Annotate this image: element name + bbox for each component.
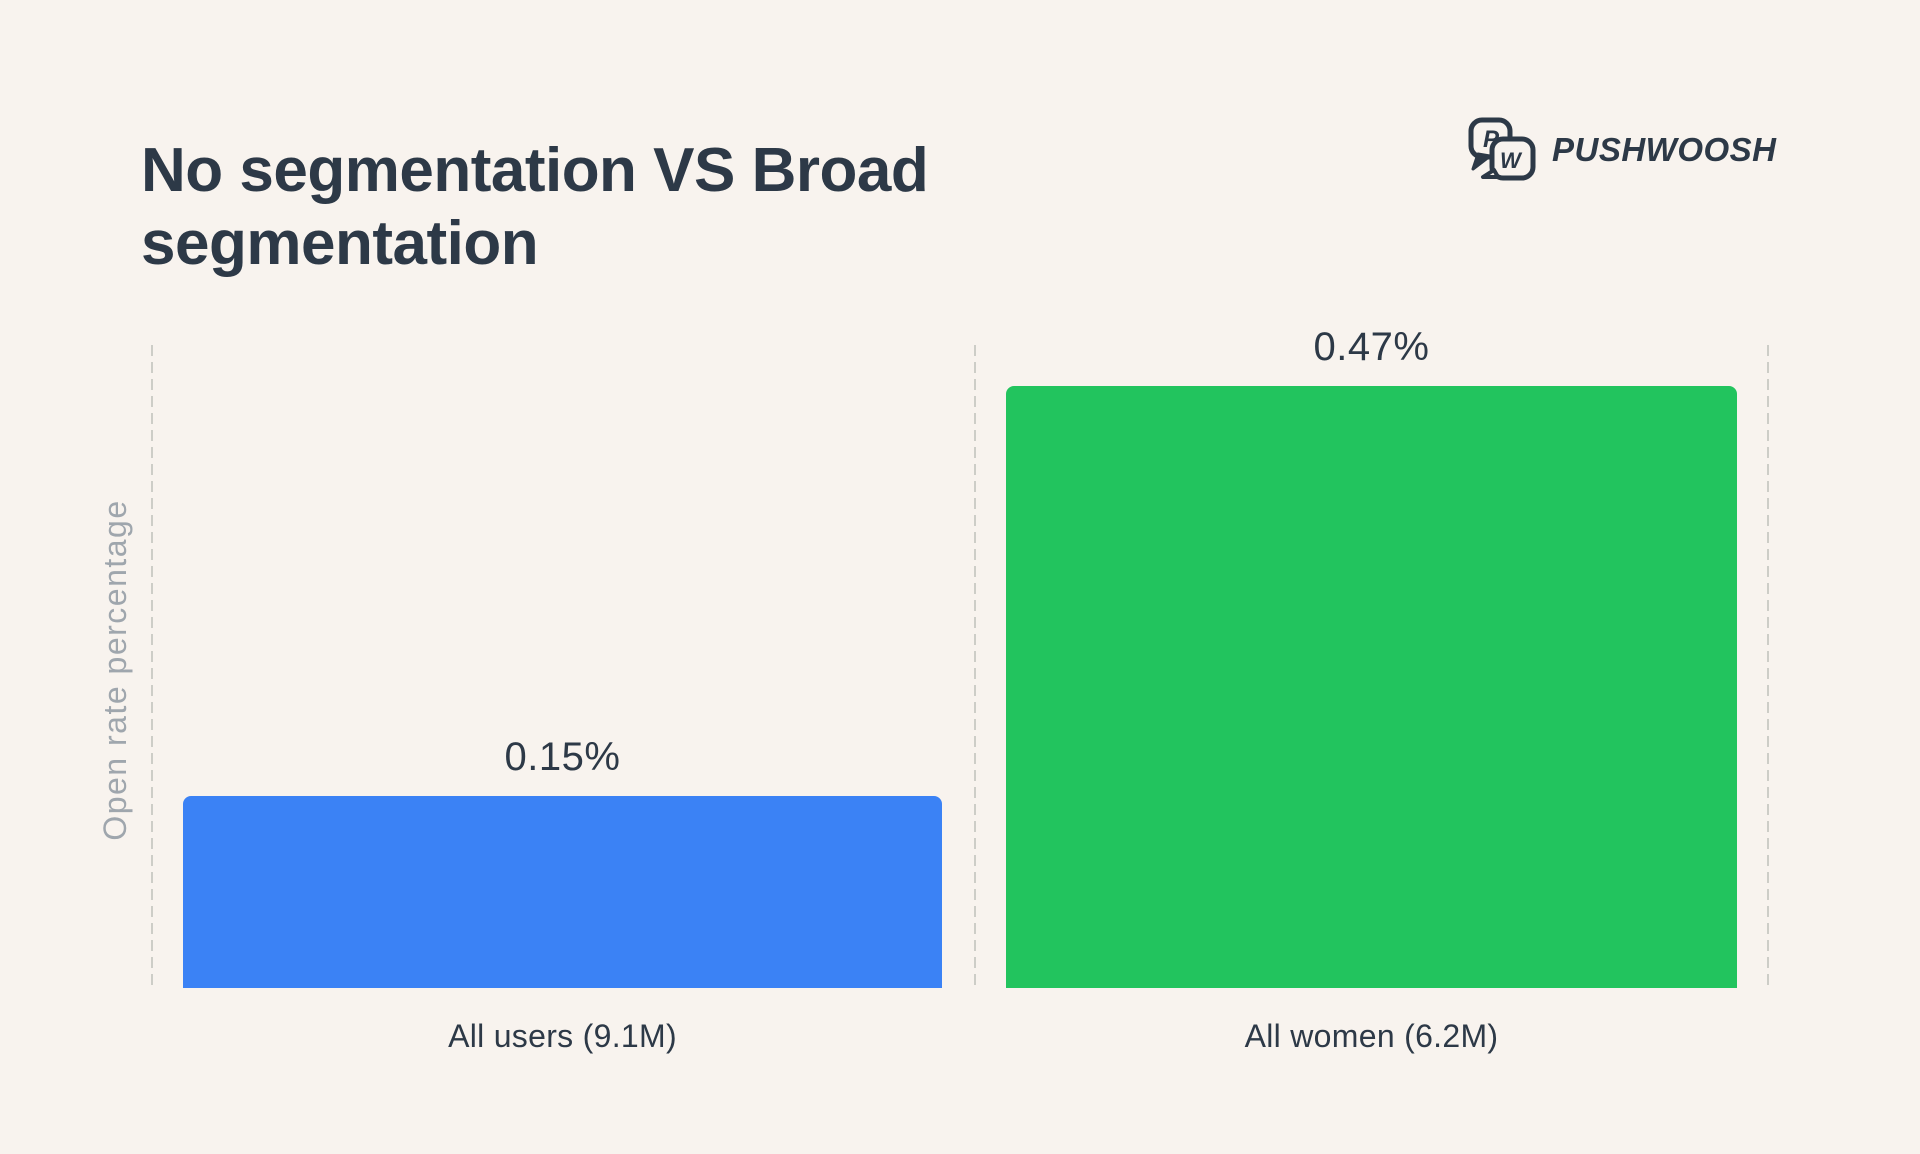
dashed-separator-right (1767, 345, 1769, 988)
x-axis-label-all-women: All women (6.2M) (1244, 1018, 1499, 1054)
value-label-all-users: 0.15% (504, 735, 621, 779)
pushwoosh-icon: P W (1466, 116, 1536, 184)
dashed-separator-left (151, 345, 153, 988)
y-axis-label: Open rate percentage (97, 499, 133, 841)
chart-title: No segmentation VS Broad segmentation (141, 134, 1101, 280)
x-axis-label-all-users: All users (9.1M) (448, 1018, 677, 1054)
bar-all-users (183, 796, 942, 988)
chart-title-line2: segmentation (141, 208, 539, 278)
brand-logo: P W PUSHWOOSH (1466, 116, 1777, 184)
dashed-separator-middle (974, 345, 976, 988)
value-label-all-women: 0.47% (1313, 325, 1430, 369)
svg-text:W: W (1500, 148, 1523, 173)
brand-name: PUSHWOOSH (1552, 131, 1777, 168)
chart-title-line1: No segmentation VS Broad (141, 135, 929, 205)
bar-all-women (1006, 386, 1737, 988)
